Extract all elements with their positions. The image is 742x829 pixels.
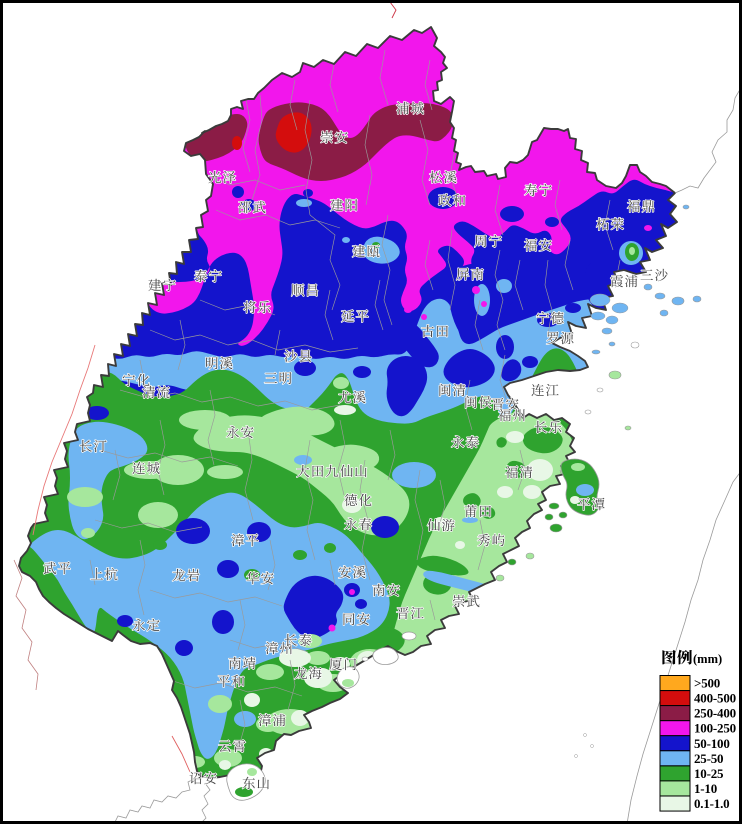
- svg-text:100-250: 100-250: [694, 721, 736, 736]
- svg-text:400-500: 400-500: [694, 691, 736, 706]
- svg-text:250-400: 250-400: [694, 706, 736, 721]
- svg-text:>500: >500: [694, 676, 720, 691]
- svg-text:10-25: 10-25: [694, 766, 724, 781]
- svg-text:25-50: 25-50: [694, 751, 723, 766]
- svg-text:(mm): (mm): [693, 652, 722, 666]
- svg-text:50-100: 50-100: [694, 736, 730, 751]
- svg-text:0.1-1.0: 0.1-1.0: [694, 796, 729, 811]
- svg-text:1-10: 1-10: [694, 781, 717, 796]
